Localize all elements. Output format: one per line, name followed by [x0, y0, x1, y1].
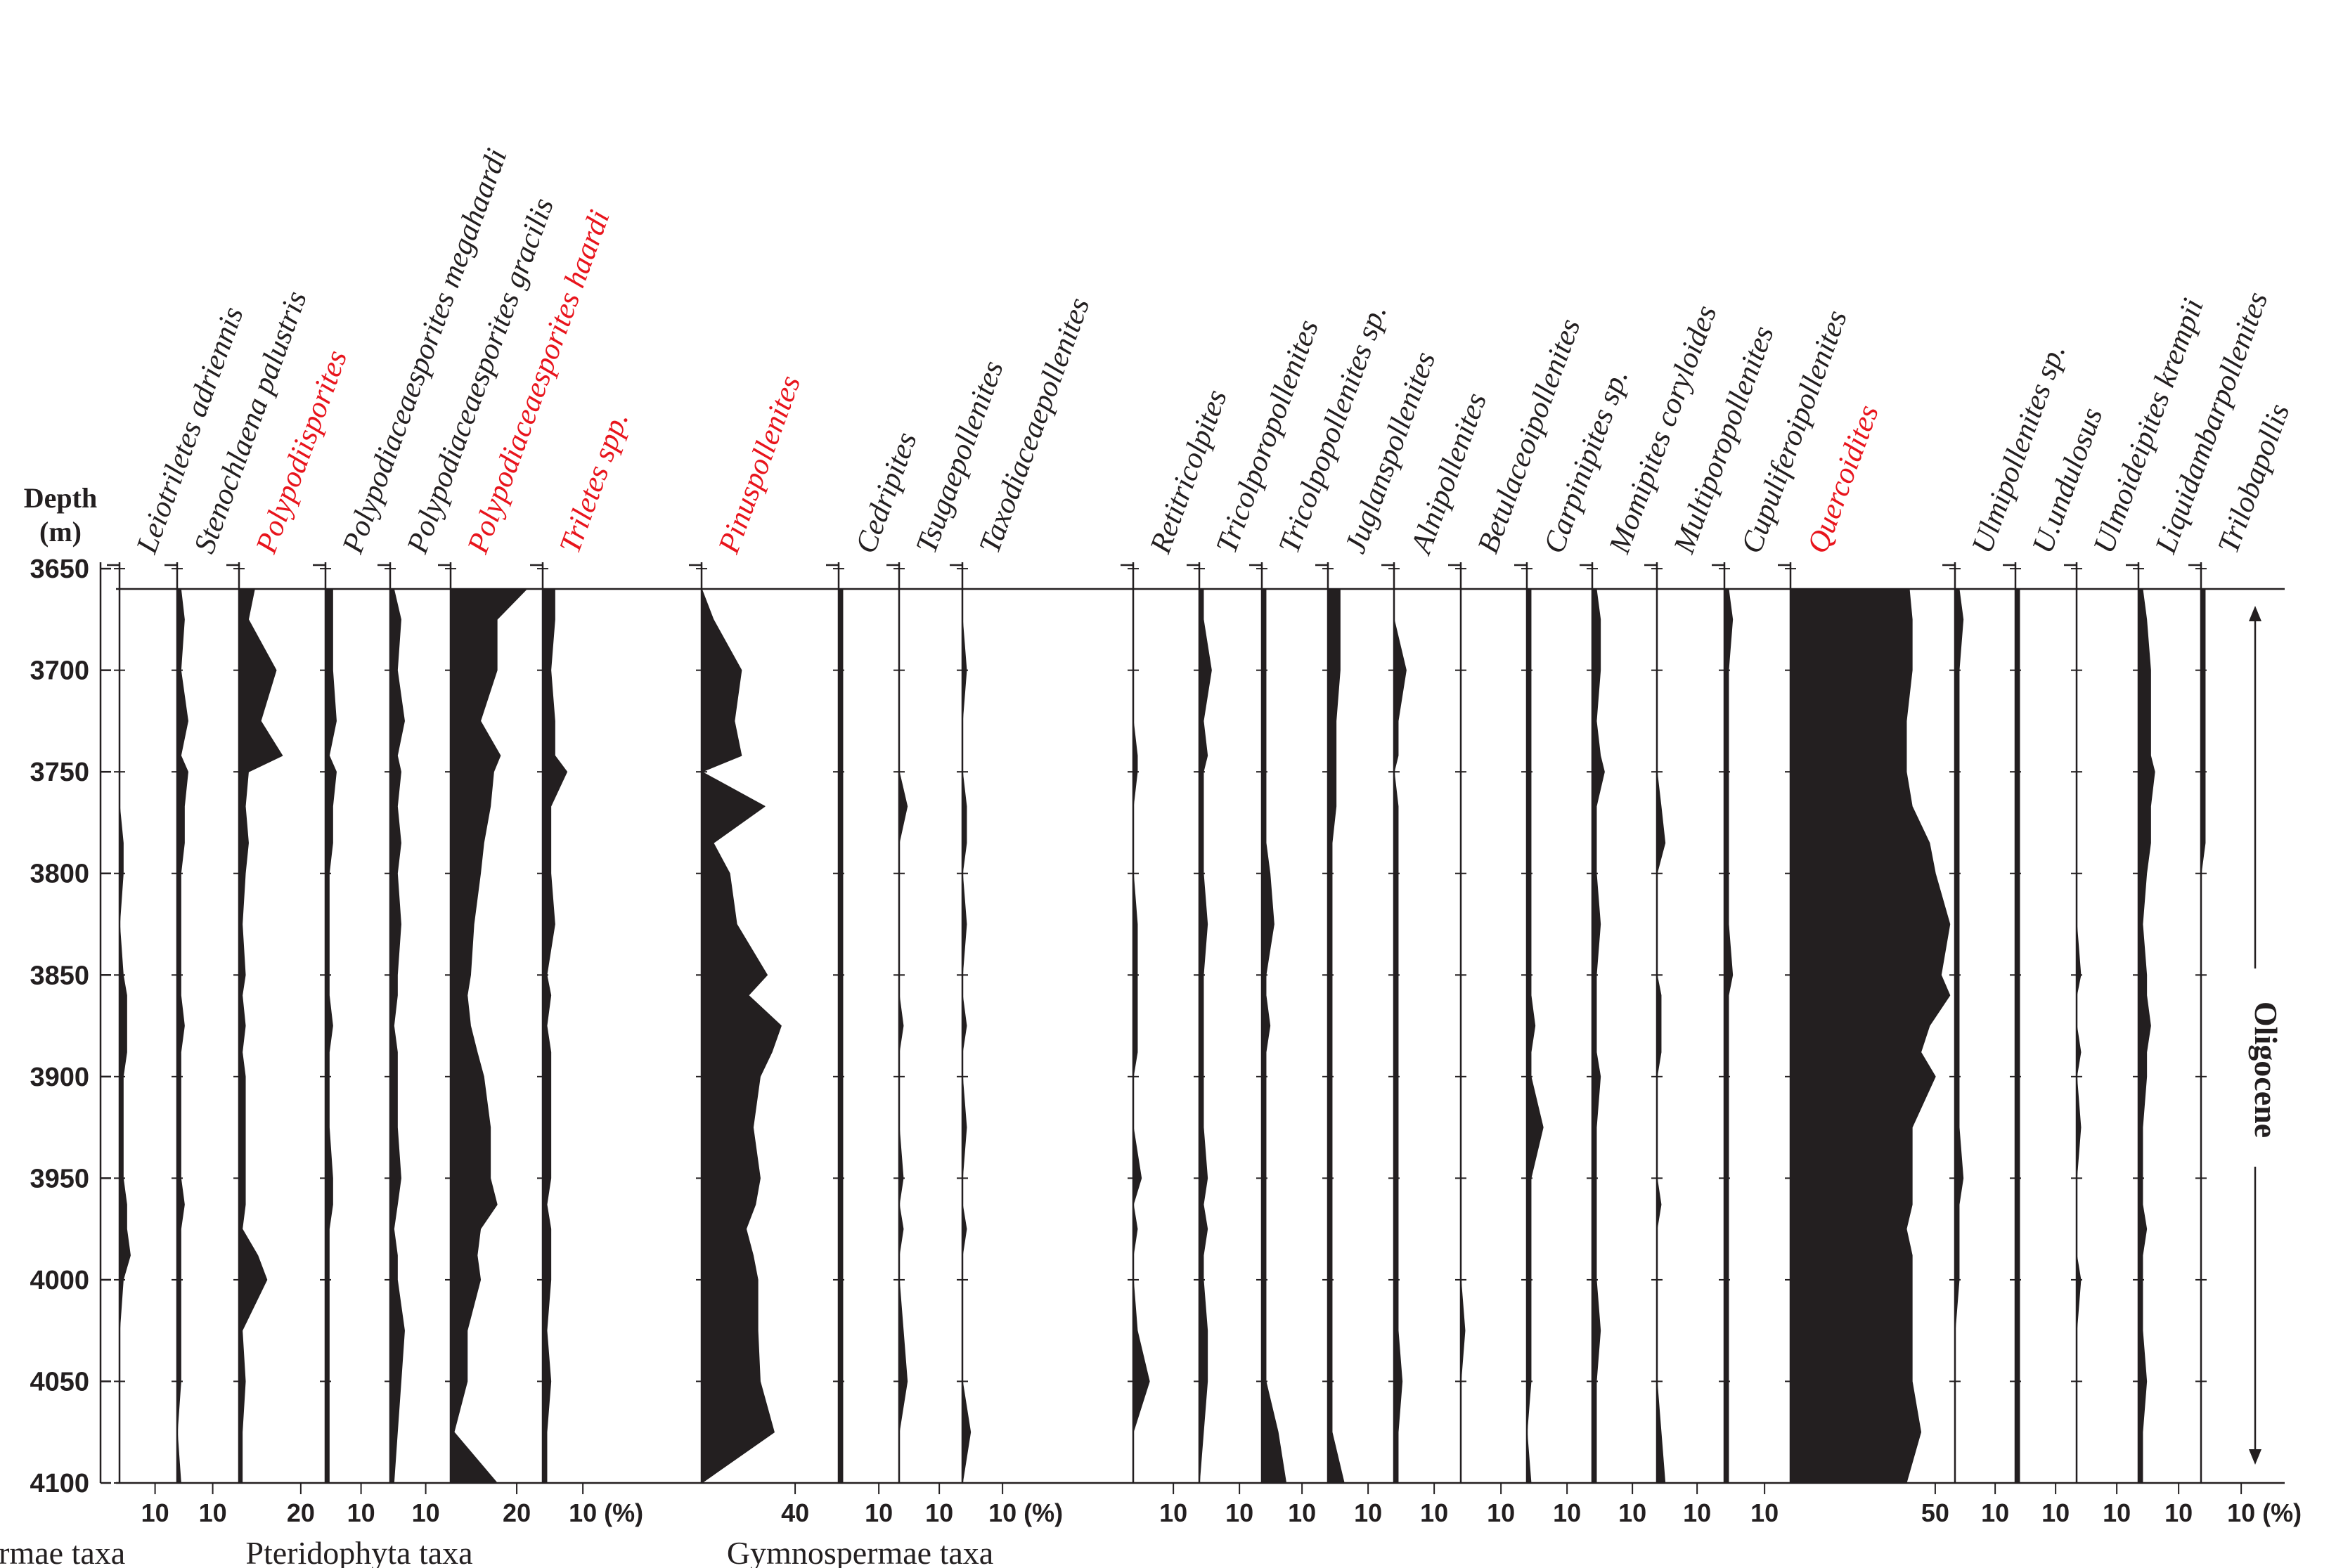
scale-tick-label: 10	[1225, 1498, 1253, 1527]
scale-tick-label: 10	[865, 1498, 893, 1527]
group-label: Pteridophyta taxa	[245, 1535, 472, 1568]
scale-tick-label: 10	[2103, 1498, 2131, 1527]
depth-tick-label: 3750	[30, 758, 89, 787]
scale-tick-label: 10	[141, 1498, 169, 1527]
depth-tick-label: 4100	[30, 1469, 89, 1498]
taxon-abundance-curve	[1592, 588, 1605, 1484]
depth-axis: 3650 3700 3750 3800 3850 3900 3950 4000 4050 4100	[30, 555, 2285, 1498]
scale-tick-label: 10	[925, 1498, 953, 1527]
scale-tick-label: 10	[1487, 1498, 1515, 1527]
taxon-abundance-curve	[1261, 588, 1287, 1484]
taxon-abundance-curve	[1526, 588, 1544, 1484]
scale-tick-label: 10	[1553, 1498, 1581, 1527]
taxon-abundance-curve	[1327, 588, 1345, 1484]
depth-tick-label: 3700	[30, 656, 89, 686]
scale-tick-label: 10	[1750, 1498, 1779, 1527]
scale-tick-label: 20	[503, 1498, 531, 1527]
unit-label: (%)	[2262, 1498, 2302, 1527]
unit-label: (%)	[604, 1498, 643, 1527]
scale-tick-label: 50	[1921, 1498, 1949, 1527]
taxon-abundance-curve	[389, 588, 405, 1484]
taxon-abundance-curve	[898, 588, 908, 1484]
depth-tick-label: 3800	[30, 860, 89, 889]
taxon-panel: 10 Triletes spp.	[530, 408, 635, 1527]
taxon-abundance-curve	[2200, 588, 2206, 1484]
taxon-abundance-curve	[2015, 588, 2020, 1484]
taxon-abundance-curve	[325, 588, 337, 1484]
scale-tick-label: 10	[2041, 1498, 2070, 1527]
scale-tick-label: 10	[2164, 1498, 2193, 1527]
group-label: Gymnospermae taxa	[727, 1535, 993, 1568]
group-label: Angiospermae taxa	[0, 1535, 125, 1568]
scale-tick-label: 10	[1981, 1498, 2009, 1527]
arrow-down-icon	[2249, 1449, 2261, 1465]
depth-tick-label: 4000	[30, 1266, 89, 1295]
taxon-abundance-curve	[2076, 588, 2082, 1484]
scale-tick-label: 10	[988, 1498, 1017, 1527]
taxon-abundance-curve	[1393, 588, 1407, 1484]
taxon-abundance-curve	[2138, 588, 2155, 1484]
taxon-panel: 40 Pinuspollenites	[689, 371, 809, 1527]
depth-tick-label: 3950	[30, 1164, 89, 1193]
depth-tick-label: 3850	[30, 961, 89, 990]
scale-tick-label: 10	[569, 1498, 597, 1527]
scale-tick-label: 10	[1618, 1498, 1646, 1527]
scale-tick-label: 40	[781, 1498, 809, 1527]
taxon-abundance-curve	[1724, 588, 1734, 1484]
scale-tick-label: 10	[199, 1498, 227, 1527]
taxon-abundance-curve	[1790, 588, 1951, 1484]
taxon-abundance-curve	[1199, 588, 1212, 1484]
taxon-abundance-curve	[450, 588, 527, 1484]
scale-tick-label: 10	[1159, 1498, 1187, 1527]
y-axis-unit: (m)	[39, 516, 82, 547]
taxon-abundance-curve	[701, 588, 782, 1484]
taxon-name: Taxodiaceaepollenites	[973, 293, 1096, 557]
taxon-abundance-curve	[238, 588, 283, 1484]
group-labels: (%) (%) (%) Pteridophyta taxa Gymnospermae t…	[0, 1498, 2302, 1568]
taxon-panel: 10 Taxodiaceaepollenites	[950, 293, 1096, 1527]
taxon-abundance-curve	[542, 588, 568, 1484]
scale-tick-label: 10	[1288, 1498, 1316, 1527]
taxon-abundance-curve	[838, 588, 844, 1484]
taxon-abundance-curve	[1132, 588, 1150, 1484]
y-axis-title: Depth	[24, 482, 97, 514]
taxon-abundance-curve	[1460, 588, 1466, 1484]
scale-tick-label: 10	[347, 1498, 375, 1527]
unit-label: (%)	[1024, 1498, 1063, 1527]
scale-tick-label: 10	[1354, 1498, 1382, 1527]
taxon-abundance-curve	[1954, 588, 1964, 1484]
epoch-indicator: Oligocene	[2248, 606, 2284, 1465]
scale-tick-label: 10	[1683, 1498, 1711, 1527]
arrow-up-icon	[2249, 606, 2261, 621]
scale-tick-label: 10	[2227, 1498, 2255, 1527]
epoch-label: Oligocene	[2248, 1002, 2284, 1138]
depth-tick-label: 3900	[30, 1063, 89, 1092]
depth-tick-label: 3650	[30, 555, 89, 584]
taxon-abundance-curve	[176, 588, 188, 1484]
taxon-name: Pinuspollenites	[712, 371, 807, 558]
taxon-abundance-curve	[119, 588, 131, 1484]
scale-tick-label: 10	[1420, 1498, 1448, 1527]
taxon-name: Triletes spp.	[553, 408, 635, 558]
scale-tick-label: 10	[412, 1498, 440, 1527]
depth-tick-label: 4050	[30, 1367, 89, 1397]
taxon-abundance-curve	[962, 588, 972, 1484]
taxon-panel: 10U.undulosus	[2003, 403, 2109, 1527]
scale-tick-label: 20	[287, 1498, 315, 1527]
taxon-abundance-curve	[1656, 588, 1666, 1484]
